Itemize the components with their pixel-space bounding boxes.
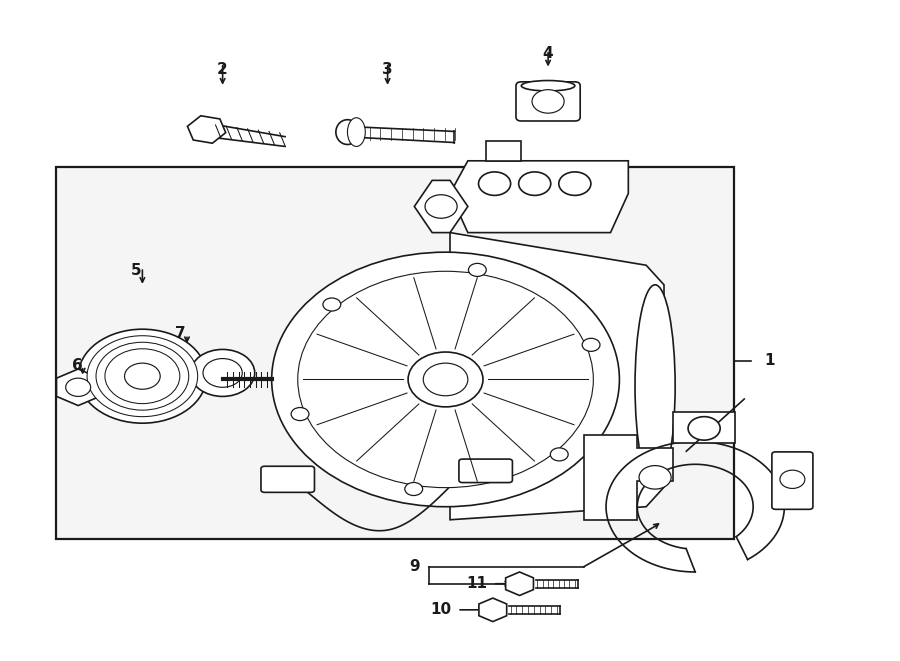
Circle shape xyxy=(780,470,805,488)
Polygon shape xyxy=(486,141,521,161)
Text: 9: 9 xyxy=(409,559,419,574)
Text: 8: 8 xyxy=(462,463,472,479)
Text: 5: 5 xyxy=(130,263,141,278)
Circle shape xyxy=(582,338,600,352)
Polygon shape xyxy=(450,161,628,233)
Circle shape xyxy=(272,253,619,507)
Circle shape xyxy=(408,352,483,407)
Circle shape xyxy=(559,172,591,196)
Text: 2: 2 xyxy=(217,62,228,77)
Circle shape xyxy=(688,416,720,440)
Text: 10: 10 xyxy=(430,602,452,617)
FancyBboxPatch shape xyxy=(459,459,512,483)
Circle shape xyxy=(87,336,198,416)
Circle shape xyxy=(298,271,593,488)
Circle shape xyxy=(78,329,207,423)
Circle shape xyxy=(550,448,568,461)
FancyBboxPatch shape xyxy=(261,466,314,492)
Ellipse shape xyxy=(521,81,575,91)
Circle shape xyxy=(323,298,341,311)
Polygon shape xyxy=(414,180,468,233)
Circle shape xyxy=(291,408,309,420)
Text: 11: 11 xyxy=(466,576,487,591)
Text: 3: 3 xyxy=(382,62,393,77)
Text: 4: 4 xyxy=(543,46,553,61)
Text: 1: 1 xyxy=(764,353,775,368)
Circle shape xyxy=(66,378,91,397)
Text: 6: 6 xyxy=(72,358,83,373)
Ellipse shape xyxy=(635,285,675,487)
Circle shape xyxy=(105,349,180,404)
Bar xyxy=(56,167,733,539)
Polygon shape xyxy=(584,435,673,520)
Polygon shape xyxy=(673,412,735,443)
Circle shape xyxy=(639,465,671,489)
Circle shape xyxy=(518,172,551,196)
Circle shape xyxy=(405,483,423,496)
Polygon shape xyxy=(450,233,664,520)
Text: 7: 7 xyxy=(176,327,186,341)
Circle shape xyxy=(425,195,457,218)
Circle shape xyxy=(203,358,242,387)
Ellipse shape xyxy=(336,120,359,145)
Circle shape xyxy=(191,350,255,397)
Circle shape xyxy=(423,363,468,396)
Ellipse shape xyxy=(347,118,365,147)
Circle shape xyxy=(96,342,189,410)
FancyBboxPatch shape xyxy=(772,452,813,510)
FancyBboxPatch shape xyxy=(516,82,580,121)
Circle shape xyxy=(532,90,564,113)
Circle shape xyxy=(124,363,160,389)
Circle shape xyxy=(479,172,510,196)
Circle shape xyxy=(468,263,486,276)
